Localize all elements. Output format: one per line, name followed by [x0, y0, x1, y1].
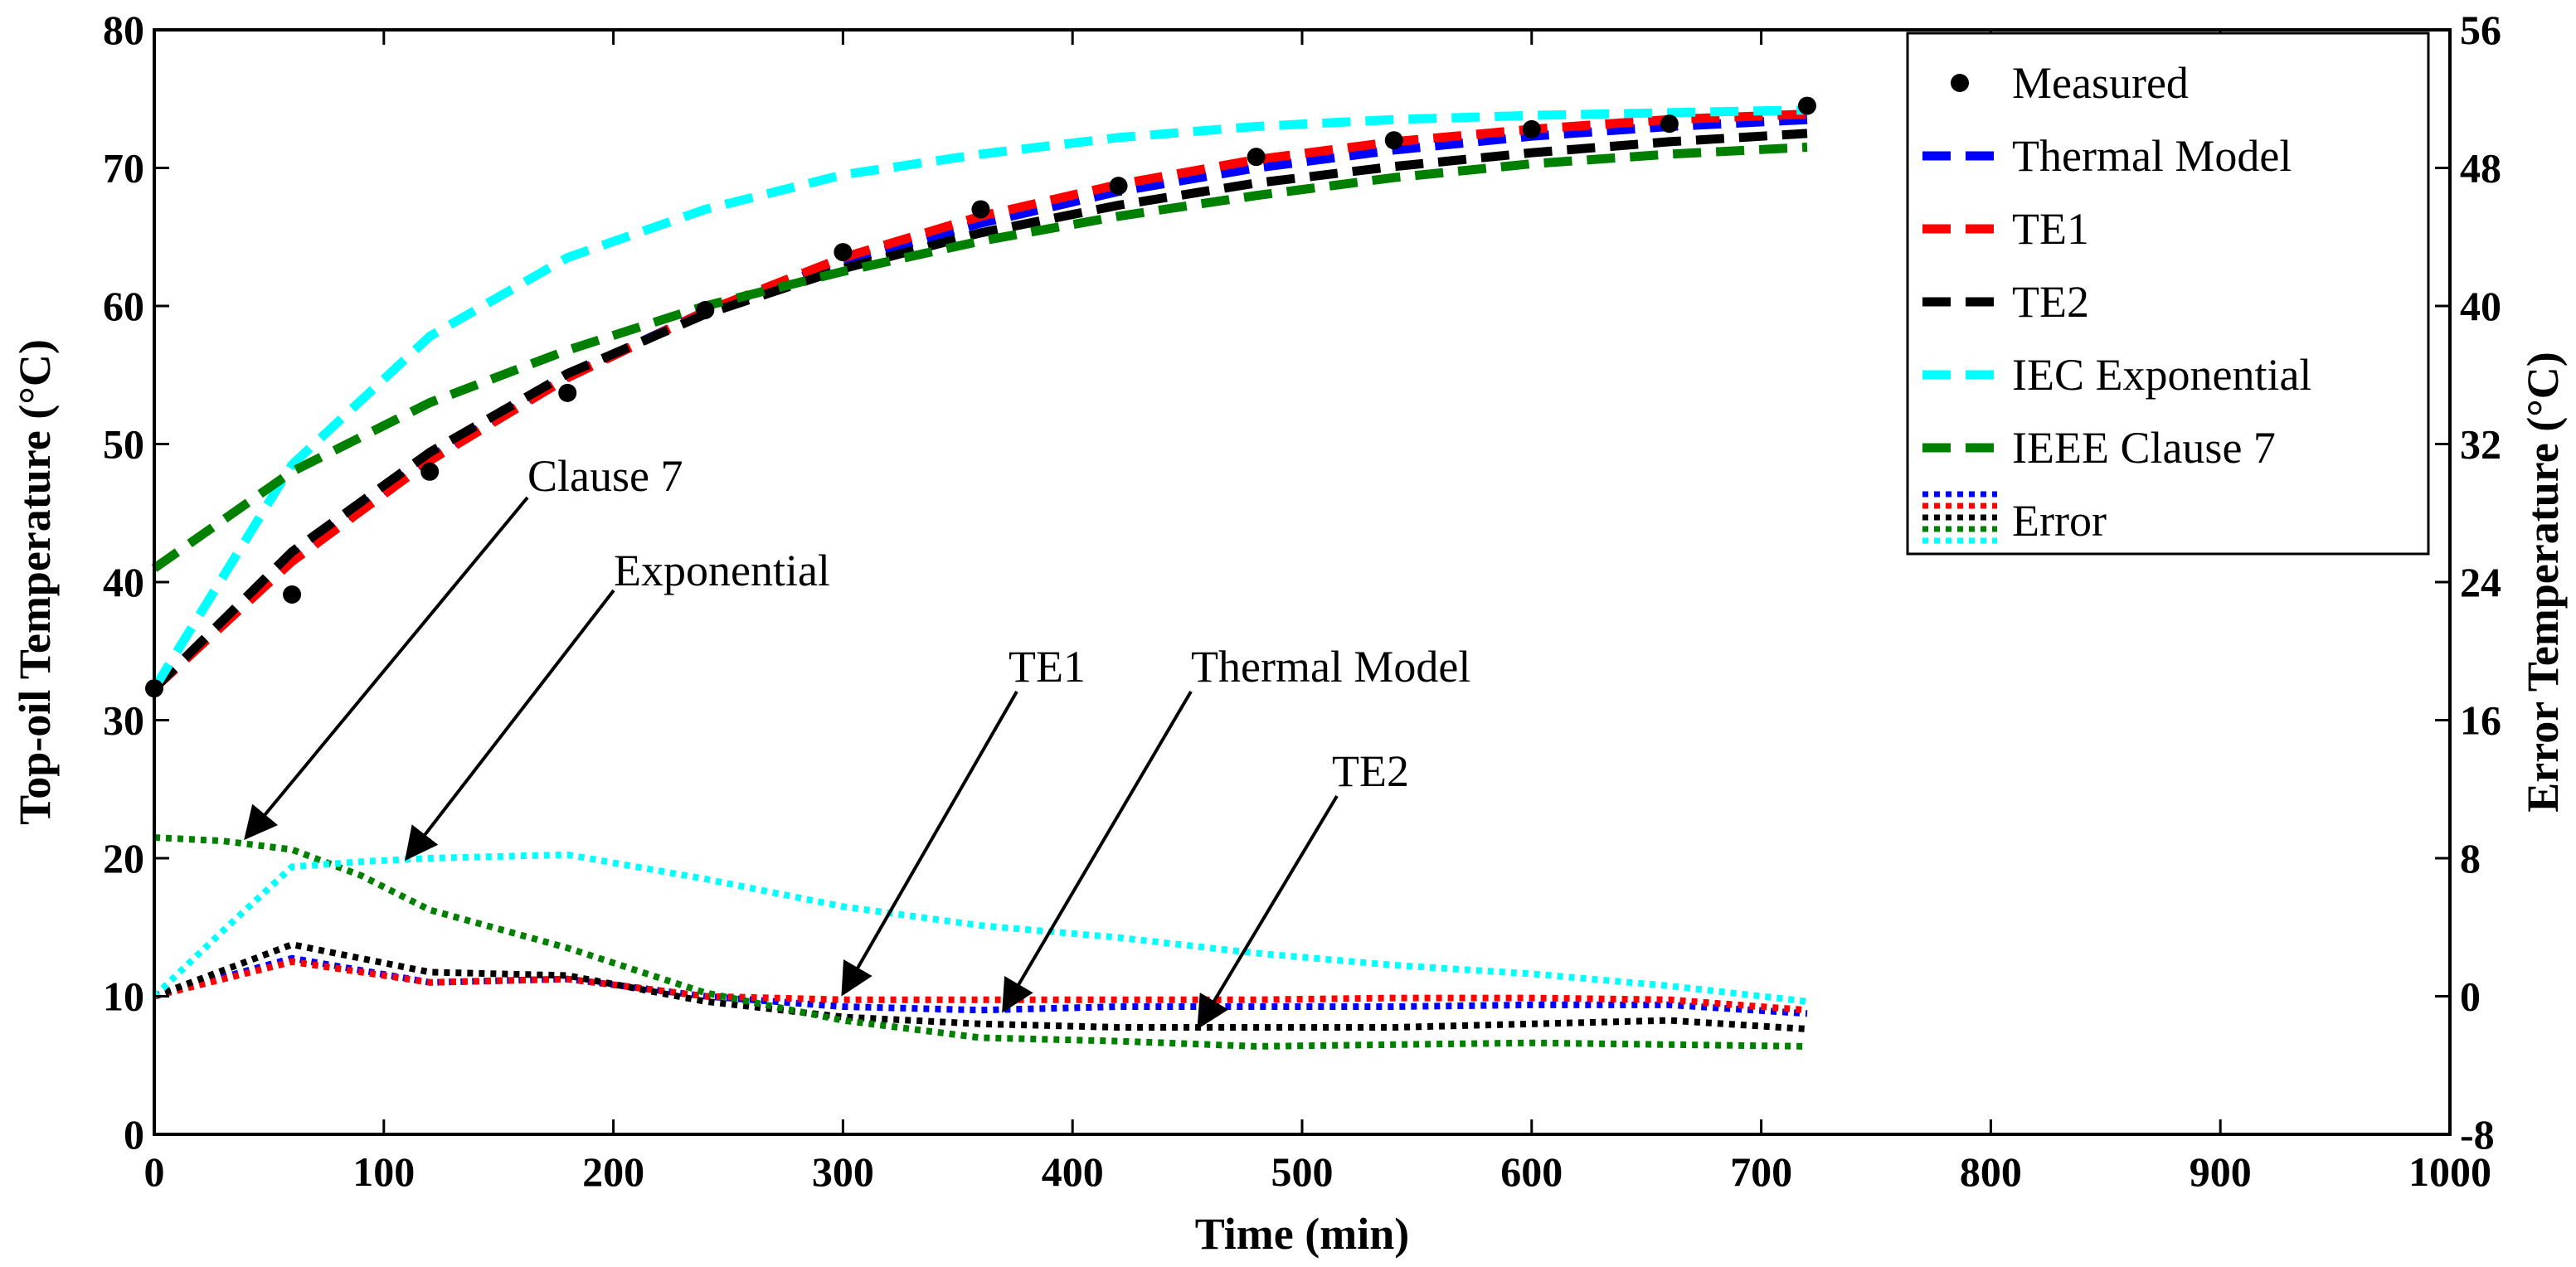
- x-tick-label: 500: [1271, 1148, 1334, 1195]
- y2-tick-label: 48: [2460, 145, 2501, 192]
- annotation-arrow: [1002, 690, 1193, 1013]
- x-tick-label: 200: [582, 1148, 644, 1195]
- annotation-label: Thermal Model: [1191, 642, 1470, 692]
- legend-label: IEC Exponential: [2012, 350, 2311, 400]
- x-tick-label: 400: [1042, 1148, 1104, 1195]
- series-line-4: [151, 143, 1808, 572]
- series-line-6: [153, 958, 1808, 1014]
- y-tick-label: 60: [103, 283, 144, 329]
- series-line-8: [153, 834, 1808, 1050]
- y2-axis-title: Error Temperature (°C): [2518, 352, 2568, 813]
- y2-tick-label: 32: [2460, 421, 2501, 468]
- legend-marker: [1951, 74, 1969, 92]
- x-tick-label: 600: [1500, 1148, 1563, 1195]
- y-tick-label: 40: [103, 559, 144, 605]
- measured-point: [971, 200, 990, 219]
- series-line-7: [153, 940, 1808, 1032]
- measured-point: [1247, 148, 1266, 167]
- y2-tick-label: 56: [2460, 7, 2501, 53]
- measured-point: [558, 383, 577, 402]
- x-tick-label: 300: [812, 1148, 874, 1195]
- measured-point: [283, 585, 302, 604]
- y2-tick-label: 40: [2460, 283, 2501, 329]
- measured-point: [1384, 131, 1403, 150]
- measured-point: [696, 300, 715, 319]
- y-tick-label: 70: [103, 145, 144, 192]
- legend-label: Error: [2012, 496, 2107, 546]
- y-tick-label: 10: [103, 973, 144, 1020]
- legend-label: TE2: [2012, 277, 2089, 327]
- y2-tick-label: 24: [2460, 559, 2501, 605]
- y2-tick-label: -8: [2460, 1111, 2495, 1158]
- legend-label: Thermal Model: [2012, 131, 2292, 181]
- annotation-label: Clause 7: [527, 451, 683, 501]
- y-axis-title: Top-oil Temperature (°C): [10, 339, 60, 825]
- x-tick-label: 1000: [2408, 1148, 2491, 1195]
- annotation-label: TE2: [1332, 746, 1409, 796]
- legend-label: IEEE Clause 7: [2012, 423, 2276, 473]
- x-tick-label: 0: [144, 1148, 165, 1195]
- series-layer: [145, 96, 1816, 1050]
- measured-point: [1109, 177, 1128, 196]
- legend-box: [1906, 32, 2430, 556]
- annotation-layer: Clause 7 Exponential TE1 Thermal Model TE2: [244, 451, 1470, 1030]
- y-tick-label: 20: [103, 835, 144, 881]
- annotation-arrow: [405, 589, 615, 862]
- legend-label: Measured: [2012, 58, 2189, 108]
- y2-tick-label: 16: [2460, 697, 2501, 744]
- x-tick-label: 900: [2190, 1148, 2252, 1195]
- series-line-3: [150, 105, 1808, 692]
- x-tick-label: 700: [1730, 1148, 1792, 1195]
- y2-tick-label: 0: [2460, 973, 2481, 1020]
- y2-tick-label: 8: [2460, 835, 2481, 881]
- legend: Measured Thermal Model TE1 TE2 IEC Exponenti…: [1906, 32, 2430, 556]
- x-axis-title: Time (min): [1195, 1209, 1409, 1259]
- annotation-label: TE1: [1009, 642, 1086, 692]
- measured-point: [1522, 119, 1541, 138]
- y-tick-label: 50: [103, 421, 144, 468]
- annotation-arrow: [841, 691, 1018, 997]
- measured-point: [420, 462, 440, 481]
- y-tick-label: 80: [103, 7, 144, 53]
- y-tick-label: 30: [103, 697, 144, 744]
- measured-point: [1797, 96, 1816, 115]
- x-tick-label: 100: [352, 1148, 415, 1195]
- annotation-label: Exponential: [614, 546, 830, 595]
- x-tick-label: 800: [1960, 1148, 2022, 1195]
- legend-label: TE1: [2012, 204, 2089, 254]
- series-line-9: [152, 851, 1808, 1005]
- measured-point: [834, 243, 853, 262]
- measured-point: [1660, 114, 1679, 133]
- y-tick-label: 0: [124, 1111, 144, 1158]
- series-line-2: [151, 129, 1808, 692]
- annotation-arrow: [244, 496, 529, 841]
- annotation-arrow: [1197, 794, 1339, 1030]
- axes-layer: 0 100 200 300 400 500 600 700 800 900 100001020304…: [103, 7, 2501, 1195]
